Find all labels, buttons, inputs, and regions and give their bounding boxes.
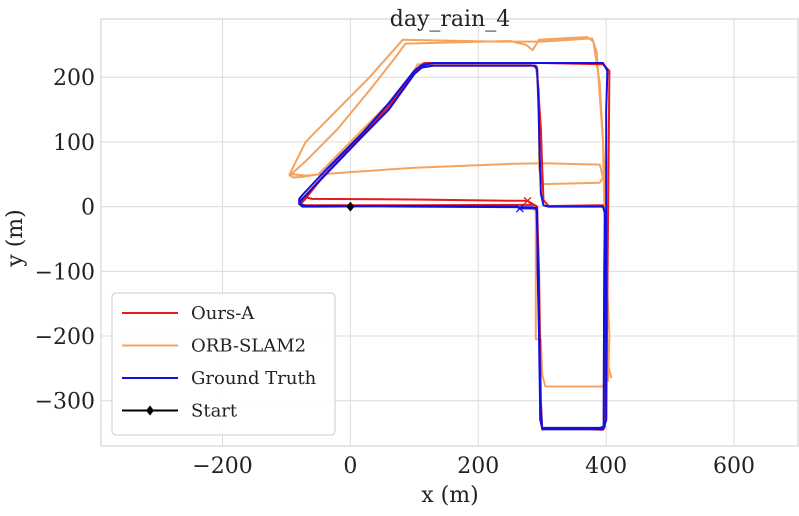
end-marker-ground-truth bbox=[515, 204, 524, 213]
plot-frame bbox=[100, 18, 799, 447]
start-marker bbox=[346, 201, 355, 212]
x-tick-label: 0 bbox=[343, 454, 357, 479]
x-tick-label: −200 bbox=[192, 454, 252, 479]
y-axis-label: y (m) bbox=[3, 209, 28, 267]
tick-labels: −200 0 200 400 600 200 100 0 −100 −200 −300 bbox=[35, 66, 755, 479]
y-tick-label: −300 bbox=[35, 390, 95, 415]
legend-label: Ours-A bbox=[191, 303, 255, 324]
chart-title: day_rain_4 bbox=[390, 7, 510, 32]
x-tick-label: 600 bbox=[713, 454, 755, 479]
legend-label: Start bbox=[191, 401, 238, 422]
legend-box bbox=[111, 292, 336, 436]
series-line-ground-truth bbox=[298, 62, 609, 431]
y-tick-label: 100 bbox=[53, 131, 95, 156]
legend-label: ORB-SLAM2 bbox=[191, 336, 306, 357]
legend-label: Ground Truth bbox=[191, 368, 317, 389]
legend-start-diamond bbox=[146, 405, 154, 416]
y-tick-label: 0 bbox=[81, 196, 95, 221]
series-layer bbox=[288, 36, 613, 431]
grid bbox=[101, 19, 798, 446]
y-tick-label: −100 bbox=[35, 260, 95, 285]
legend: Ours-A ORB-SLAM2 Ground Truth Start bbox=[111, 292, 336, 436]
x-axis-label: x (m) bbox=[421, 483, 478, 508]
y-tick-label: 200 bbox=[53, 66, 95, 91]
y-tick-label: −200 bbox=[35, 325, 95, 350]
x-tick-label: 200 bbox=[457, 454, 499, 479]
x-tick-label: 400 bbox=[585, 454, 627, 479]
end-marker-ours-a bbox=[523, 196, 532, 205]
